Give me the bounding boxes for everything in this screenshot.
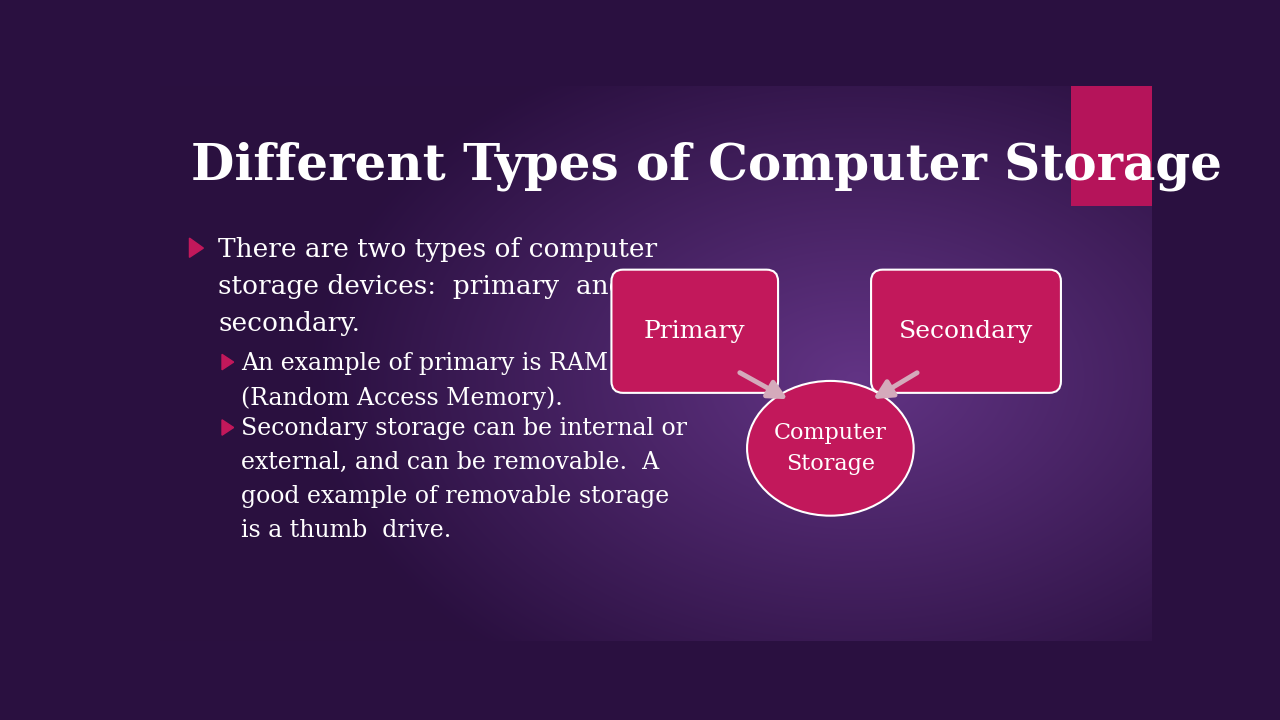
Polygon shape	[221, 420, 234, 435]
Polygon shape	[189, 238, 204, 257]
FancyBboxPatch shape	[612, 270, 778, 393]
Ellipse shape	[748, 381, 914, 516]
FancyBboxPatch shape	[1070, 86, 1152, 206]
Text: Secondary storage can be internal or
external, and can be removable.  A
good exa: Secondary storage can be internal or ext…	[242, 418, 687, 542]
Text: Primary: Primary	[644, 320, 745, 343]
FancyBboxPatch shape	[872, 270, 1061, 393]
Text: An example of primary is RAM
(Random Access Memory).: An example of primary is RAM (Random Acc…	[242, 352, 608, 410]
Text: Different Types of Computer Storage: Different Types of Computer Storage	[191, 142, 1222, 192]
Polygon shape	[221, 354, 234, 370]
Text: Computer
Storage: Computer Storage	[774, 422, 887, 474]
Text: Secondary: Secondary	[899, 320, 1033, 343]
Text: There are two types of computer
storage devices:  primary  and
secondary.: There are two types of computer storage …	[218, 237, 657, 336]
